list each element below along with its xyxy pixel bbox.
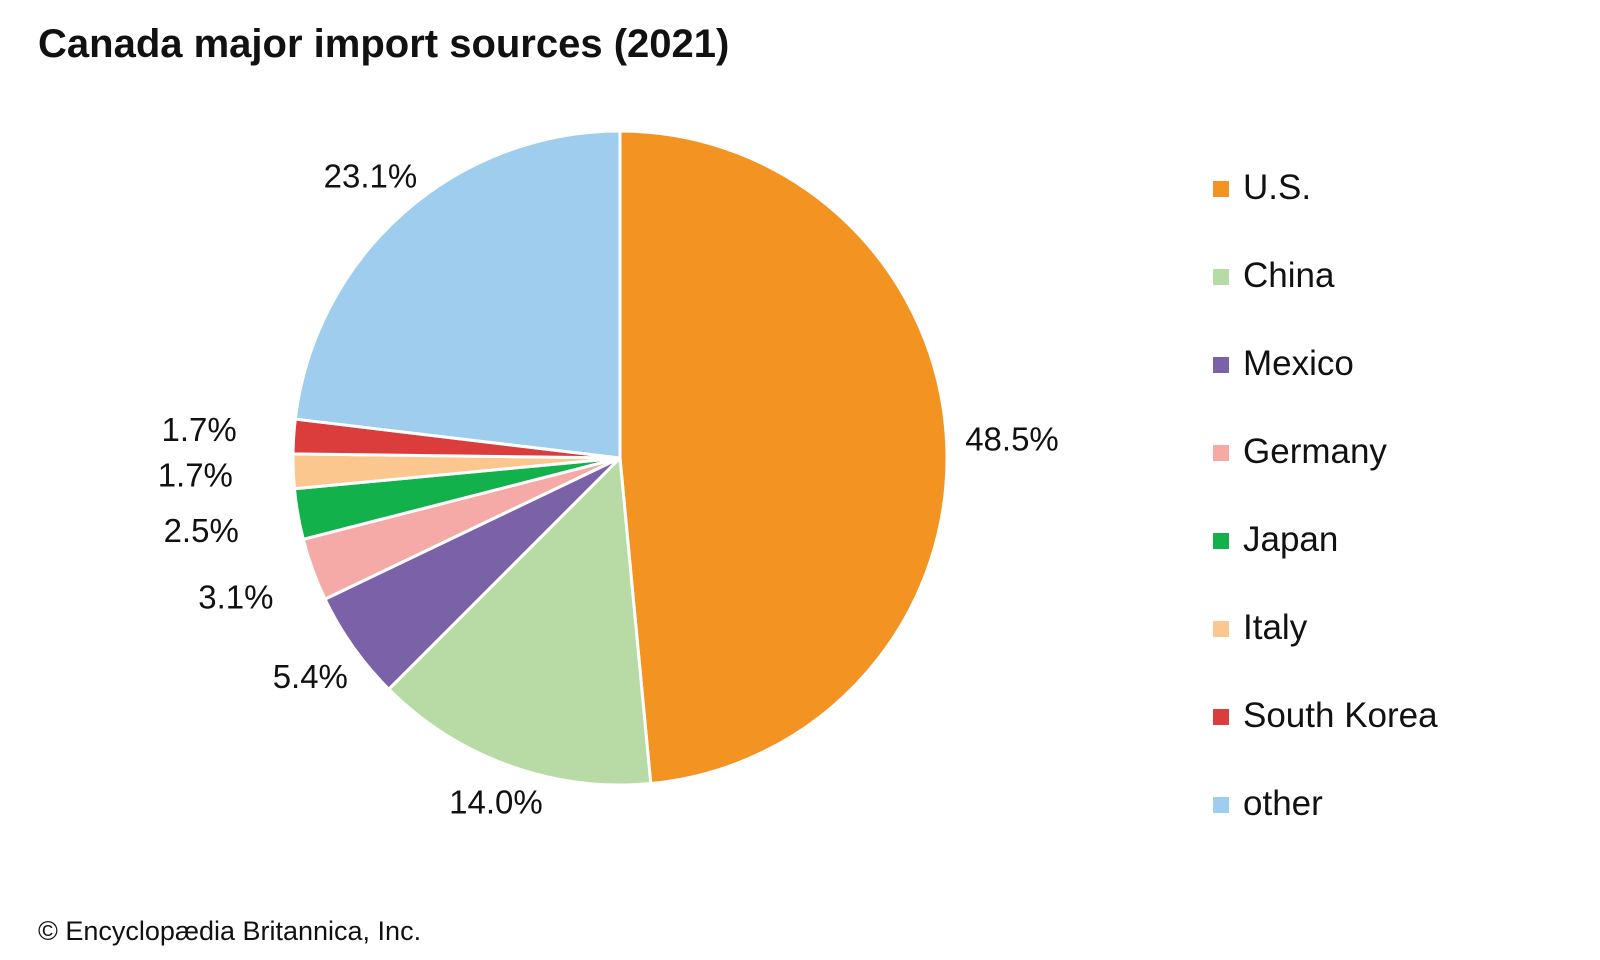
- pie-labels: 48.5% 14.0% 5.4% 3.1% 2.5% 1.7% 1.7% 23.1%: [158, 158, 1059, 821]
- slice-label-china: 14.0%: [449, 784, 543, 821]
- pie-slice-u-s: [618, 129, 949, 786]
- legend-item-mexico: Mexico: [1213, 344, 1438, 432]
- pie-slices: [291, 129, 949, 787]
- slice-label-mexico: 5.4%: [273, 658, 348, 695]
- legend-label-japan: Japan: [1243, 520, 1339, 559]
- legend-swatch-south-korea: [1213, 709, 1229, 725]
- legend-swatch-germany: [1213, 445, 1229, 461]
- legend-item-germany: Germany: [1213, 432, 1438, 520]
- legend-item-other: other: [1213, 784, 1438, 872]
- credit-line: © Encyclopædia Britannica, Inc.: [38, 916, 422, 946]
- legend-swatch-other: [1213, 797, 1229, 813]
- legend-label-italy: Italy: [1243, 608, 1308, 647]
- slice-label-italy: 1.7%: [158, 456, 233, 493]
- legend-item-china: China: [1213, 256, 1438, 344]
- legend-swatch-mexico: [1213, 357, 1229, 373]
- legend: U.S. China Mexico Germany Japan Italy South Ko…: [1213, 168, 1438, 872]
- pie-slice-china: [387, 456, 653, 787]
- legend-swatch-japan: [1213, 533, 1229, 549]
- legend-label-other: other: [1243, 784, 1323, 823]
- legend-item-south-korea: South Korea: [1213, 696, 1438, 784]
- slice-label-south-korea: 1.7%: [161, 411, 236, 448]
- chart-title: Canada major import sources (2021): [38, 22, 730, 66]
- legend-swatch-italy: [1213, 621, 1229, 637]
- legend-label-germany: Germany: [1243, 432, 1387, 471]
- slice-label-germany: 3.1%: [198, 579, 273, 616]
- legend-label-mexico: Mexico: [1243, 344, 1354, 383]
- legend-item-japan: Japan: [1213, 520, 1438, 608]
- legend-item-italy: Italy: [1213, 608, 1438, 696]
- legend-swatch-u-s: [1213, 181, 1229, 197]
- legend-label-u-s: U.S.: [1243, 168, 1312, 207]
- legend-label-china: China: [1243, 256, 1335, 295]
- pie-slice-other: [293, 129, 622, 460]
- legend-item-u-s: U.S.: [1213, 168, 1438, 256]
- slice-label-u-s: 48.5%: [965, 421, 1059, 458]
- legend-label-south-korea: South Korea: [1243, 696, 1438, 735]
- slice-label-other: 23.1%: [324, 158, 418, 195]
- slice-label-japan: 2.5%: [164, 512, 239, 549]
- legend-swatch-china: [1213, 269, 1229, 285]
